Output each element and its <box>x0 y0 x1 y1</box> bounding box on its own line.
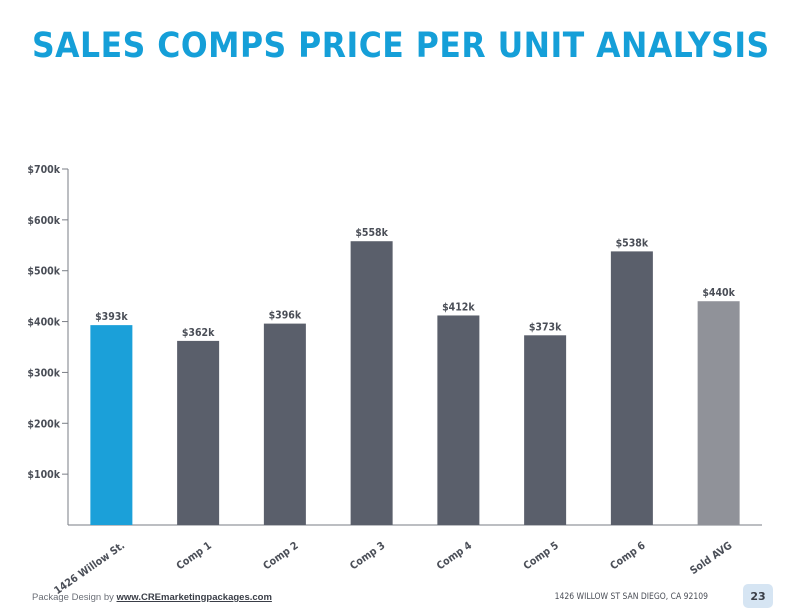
data-label: $412k <box>442 301 475 313</box>
y-tick-label: $700k <box>27 164 60 176</box>
bar <box>177 340 220 525</box>
data-label: $396k <box>269 310 302 322</box>
bar <box>524 335 567 525</box>
footer-address: 1426 WILLOW ST SAN DIEGO, CA 92109 <box>554 592 708 602</box>
x-tick-label: Comp 2 <box>261 540 301 573</box>
x-tick-label: Comp 4 <box>435 539 475 572</box>
x-tick-label: Comp 5 <box>521 540 561 573</box>
y-tick-label: $400k <box>27 317 60 329</box>
y-tick-label: $200k <box>27 418 60 430</box>
x-tick-label: Comp 1 <box>174 540 214 573</box>
y-tick-label: $600k <box>27 215 60 227</box>
x-tick-label: Sold AVG <box>688 539 735 577</box>
y-tick-label: $300k <box>27 367 60 379</box>
data-label: $362k <box>182 327 215 339</box>
page-title: SALES COMPS PRICE PER UNIT ANALYSIS <box>32 26 770 66</box>
footer-credit-prefix: Package Design by <box>32 592 117 603</box>
data-label: $373k <box>529 321 562 333</box>
bar <box>90 325 133 525</box>
data-label: $393k <box>95 311 128 323</box>
data-label: $440k <box>702 287 735 299</box>
y-tick-label: $100k <box>27 469 60 481</box>
data-label: $558k <box>355 227 388 239</box>
page-number-badge: 23 <box>743 584 773 608</box>
bar <box>697 301 740 525</box>
bar <box>350 241 393 525</box>
x-tick-label: Comp 3 <box>348 540 388 573</box>
footer-credit: Package Design by www.CREmarketingpackag… <box>32 592 272 603</box>
x-tick-label: 1426 Willow St. <box>52 540 127 598</box>
x-tick-label: Comp 6 <box>608 539 648 572</box>
bar <box>610 251 653 526</box>
bar <box>263 323 306 525</box>
y-tick-label: $500k <box>27 266 60 278</box>
footer-credit-link[interactable]: www.CREmarketingpackages.com <box>116 592 272 603</box>
bar <box>437 315 480 525</box>
data-label: $538k <box>616 237 649 249</box>
